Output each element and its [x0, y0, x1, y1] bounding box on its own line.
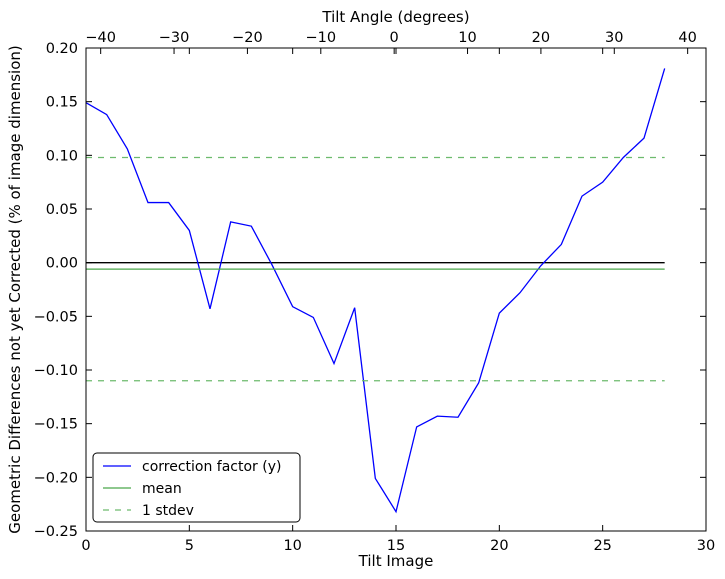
top-x-tick-label: 40 — [678, 30, 696, 46]
y-axis-tick-labels: −0.25 −0.20 −0.15 −0.10 −0.05 0.00 0.05 0.10 0.1… — [34, 41, 78, 540]
legend-label-correction-factor: correction factor (y) — [142, 459, 281, 475]
y-tick-label: 0.05 — [46, 202, 78, 218]
x-tick-label: 30 — [697, 538, 715, 554]
y-tick-label: 0.00 — [46, 256, 78, 272]
top-x-tick-label: 30 — [605, 30, 623, 46]
x-tick-label: 20 — [490, 538, 508, 554]
top-x-axis-title: Tilt Angle (degrees) — [321, 8, 469, 26]
x-tick-label: 15 — [387, 538, 405, 554]
legend-box — [92, 452, 301, 523]
y-tick-label: −0.10 — [34, 363, 78, 379]
correction-factor-line — [85, 68, 666, 514]
x-axis-title: Tilt Image — [358, 552, 434, 570]
y-tick-label: −0.15 — [34, 417, 78, 433]
x-tick-label: 0 — [81, 538, 90, 554]
legend-label-stdev: 1 stdev — [142, 503, 194, 519]
top-x-tick-label: 0 — [390, 30, 399, 46]
x-tick-label: 25 — [593, 538, 611, 554]
top-x-tick-label: 20 — [532, 30, 550, 46]
top-x-tick-label: −10 — [305, 30, 336, 46]
top-x-tick-label: −20 — [232, 30, 263, 46]
y-tick-label: −0.05 — [34, 309, 78, 325]
y-tick-label: 0.10 — [46, 148, 78, 164]
y-tick-label: −0.20 — [34, 470, 78, 486]
plot-series — [85, 68, 666, 514]
y-axis-title: Geometric Differences not yet Corrected … — [6, 45, 24, 534]
legend: correction factor (y) mean 1 stdev — [92, 452, 301, 523]
x-axis-tick-labels: 0 5 10 15 20 25 30 — [81, 538, 715, 554]
y-tick-label: 0.20 — [46, 41, 78, 57]
y-tick-label: 0.15 — [46, 95, 78, 111]
top-x-tick-label: −40 — [85, 30, 116, 46]
top-x-tick-label: −30 — [159, 30, 190, 46]
x-tick-label: 10 — [283, 538, 301, 554]
plot-frame — [85, 47, 707, 532]
top-x-axis-tick-labels: −40 −30 −20 −10 0 10 20 30 40 — [85, 30, 697, 46]
top-x-tick-label: 10 — [458, 30, 476, 46]
y-tick-label: −0.25 — [34, 524, 78, 540]
x-tick-label: 5 — [185, 538, 194, 554]
legend-label-mean: mean — [142, 481, 182, 497]
